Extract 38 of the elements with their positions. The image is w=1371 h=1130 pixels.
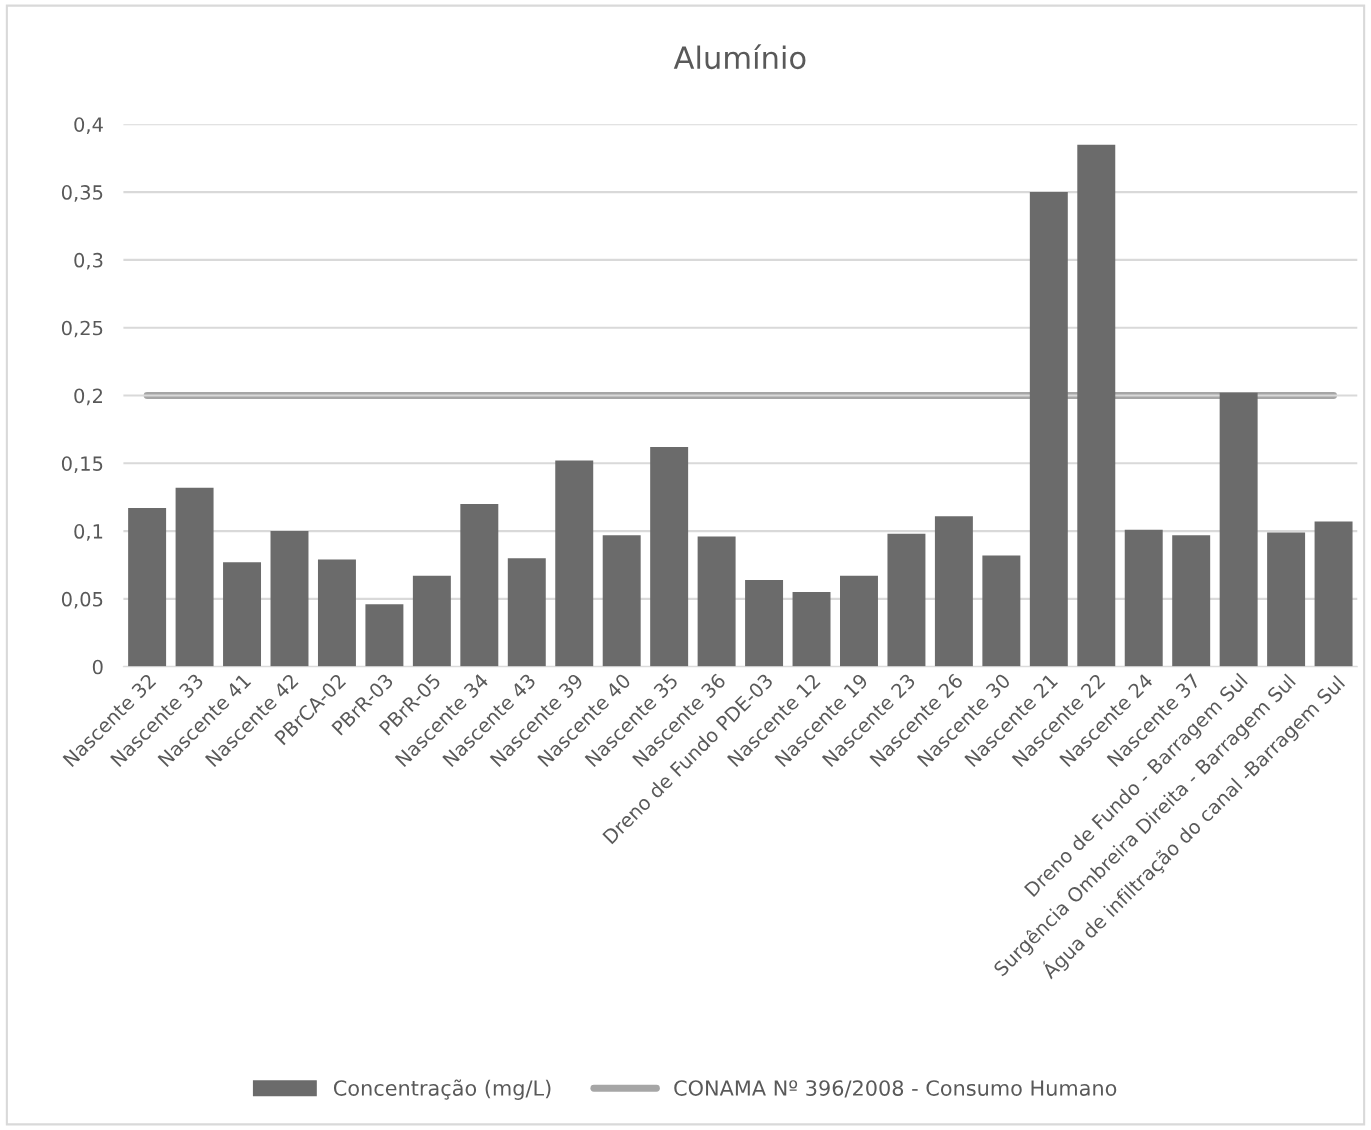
bar xyxy=(1267,532,1306,667)
bar xyxy=(365,604,404,667)
bar xyxy=(1077,144,1116,667)
y-tick-label: 0,15 xyxy=(61,456,103,473)
bar xyxy=(982,555,1021,667)
bar xyxy=(792,592,831,667)
bar xyxy=(697,536,736,667)
y-tick-label: 0,35 xyxy=(61,185,103,202)
bar xyxy=(602,535,641,667)
bar xyxy=(1029,192,1068,667)
bar xyxy=(887,533,926,667)
legend-label: Concentração (mg/L) xyxy=(333,1079,551,1100)
bar xyxy=(934,516,973,667)
bar xyxy=(1219,392,1258,667)
y-tick-label: 0 xyxy=(92,659,103,675)
y-tick-label: 0,1 xyxy=(74,524,103,541)
bar xyxy=(507,558,546,667)
bar xyxy=(460,503,499,667)
bar xyxy=(223,562,262,667)
bar xyxy=(650,447,689,667)
bar xyxy=(1172,535,1211,667)
bar xyxy=(555,460,594,667)
bar xyxy=(175,487,214,667)
bar xyxy=(270,531,309,667)
bar xyxy=(1314,521,1353,667)
y-tick-label: 0,4 xyxy=(74,117,103,134)
bar xyxy=(412,575,451,667)
y-tick-label: 0,05 xyxy=(61,591,103,609)
chart-title: Alumínio xyxy=(673,44,806,70)
bar xyxy=(840,575,878,667)
bar xyxy=(317,559,356,667)
bar xyxy=(128,508,167,667)
y-tick-label: 0,3 xyxy=(74,252,103,270)
y-tick-label: 0,2 xyxy=(74,388,102,406)
legend-label: CONAMA Nº 396/2008 - Consumo Humano xyxy=(674,1080,1117,1098)
bar xyxy=(1124,529,1163,667)
bar xyxy=(745,579,784,667)
y-tick-label: 0,25 xyxy=(61,320,103,338)
